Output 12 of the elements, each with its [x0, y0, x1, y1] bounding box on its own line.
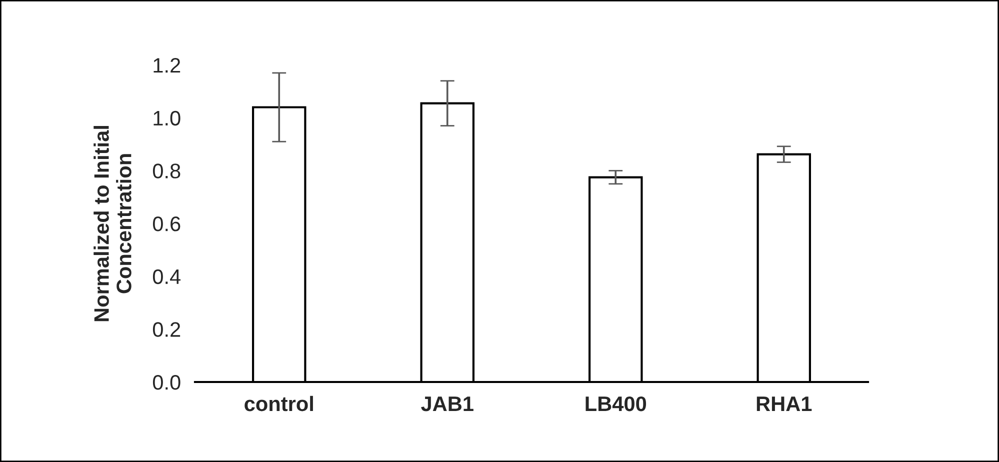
y-tick-label: 0.0 [152, 375, 180, 390]
y-tick-label: 1.2 [154, 58, 180, 73]
y-tick-label: 0.4 [152, 269, 181, 284]
x-tick-label: RHA1 [756, 396, 812, 411]
y-axis-title: Normalized to Initial Concentration [94, 126, 132, 322]
y-tick-label: 0.6 [152, 216, 180, 232]
x-tick-label: control [244, 396, 313, 412]
y-tick-label: 0.8 [152, 164, 180, 178]
x-tick-label: JAB1 [421, 396, 474, 412]
y-tick-label: 1.0 [154, 110, 180, 126]
x-tick-label: LB400 [586, 396, 646, 412]
y-tick-label: 0.2 [152, 322, 180, 337]
